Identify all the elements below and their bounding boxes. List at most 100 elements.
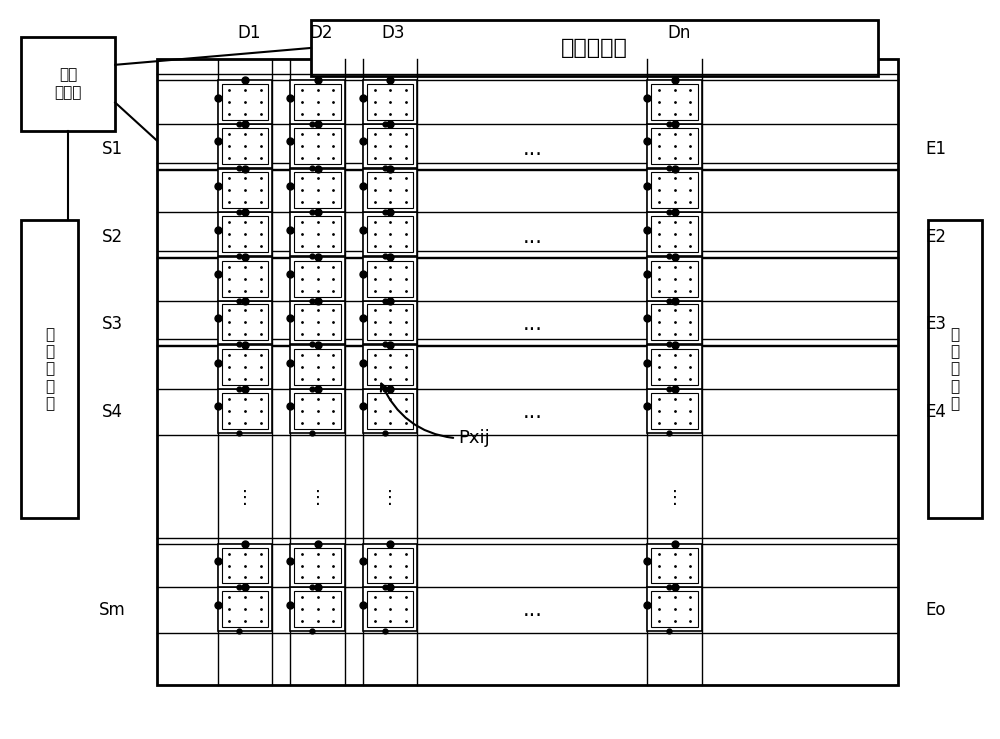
Bar <box>651 591 698 627</box>
Bar <box>218 345 272 389</box>
Text: ⋮: ⋮ <box>381 489 399 507</box>
Text: E2: E2 <box>925 228 946 246</box>
Bar <box>367 261 413 296</box>
Bar <box>647 124 702 168</box>
Bar <box>290 124 345 168</box>
Bar <box>651 128 698 163</box>
Bar <box>290 301 345 344</box>
Bar <box>363 257 417 301</box>
Bar <box>218 588 272 631</box>
Bar <box>651 261 698 296</box>
Bar <box>294 128 341 163</box>
Bar <box>647 345 702 389</box>
Text: 数据驱动器: 数据驱动器 <box>561 38 628 58</box>
Bar <box>218 124 272 168</box>
Bar <box>647 389 702 432</box>
Bar <box>218 257 272 301</box>
Bar <box>294 304 341 340</box>
Text: ⋮: ⋮ <box>236 489 254 507</box>
Bar <box>290 168 345 212</box>
Bar <box>647 257 702 301</box>
Text: Eo: Eo <box>925 602 946 619</box>
Text: ...: ... <box>522 139 542 159</box>
Bar <box>294 217 341 252</box>
Bar <box>651 84 698 120</box>
Bar <box>363 301 417 344</box>
Bar <box>367 217 413 252</box>
Bar <box>222 591 268 627</box>
Bar <box>290 345 345 389</box>
Bar <box>928 220 982 518</box>
Bar <box>294 548 341 583</box>
Text: E1: E1 <box>925 140 946 157</box>
Text: D2: D2 <box>309 24 333 41</box>
Text: Pxij: Pxij <box>381 384 490 448</box>
Bar <box>363 345 417 389</box>
Text: D1: D1 <box>238 24 261 41</box>
Bar <box>290 389 345 432</box>
Bar <box>647 212 702 256</box>
Text: 扫
描
驱
动
器: 扫 描 驱 动 器 <box>45 327 54 412</box>
Bar <box>363 212 417 256</box>
Text: S4: S4 <box>102 403 123 420</box>
Bar <box>367 591 413 627</box>
Bar <box>290 212 345 256</box>
Bar <box>294 591 341 627</box>
Bar <box>651 304 698 340</box>
Bar <box>222 128 268 163</box>
Bar <box>222 393 268 429</box>
Bar <box>157 59 898 684</box>
Bar <box>294 393 341 429</box>
Bar <box>294 349 341 385</box>
Bar <box>367 128 413 163</box>
Bar <box>222 548 268 583</box>
Text: E4: E4 <box>925 403 946 420</box>
Bar <box>651 349 698 385</box>
Bar <box>222 172 268 208</box>
Text: ...: ... <box>522 402 542 422</box>
Bar <box>367 172 413 208</box>
Text: ...: ... <box>522 227 542 247</box>
Bar <box>367 304 413 340</box>
Bar <box>294 172 341 208</box>
Bar <box>218 168 272 212</box>
Text: 发
光
驱
动
器: 发 光 驱 动 器 <box>950 327 960 412</box>
Bar <box>363 544 417 588</box>
Bar <box>21 36 115 131</box>
Bar <box>290 81 345 124</box>
Text: S1: S1 <box>102 140 123 157</box>
Bar <box>218 212 272 256</box>
Bar <box>290 257 345 301</box>
Bar <box>218 389 272 432</box>
Bar <box>222 349 268 385</box>
Text: E3: E3 <box>925 316 946 333</box>
Bar <box>222 261 268 296</box>
Bar <box>363 168 417 212</box>
Bar <box>367 548 413 583</box>
Bar <box>290 544 345 588</box>
Text: D3: D3 <box>382 24 405 41</box>
Bar <box>294 84 341 120</box>
Bar <box>218 81 272 124</box>
Text: Dn: Dn <box>667 24 691 41</box>
Bar <box>222 217 268 252</box>
Text: ...: ... <box>522 314 542 334</box>
Bar <box>363 389 417 432</box>
Bar <box>367 393 413 429</box>
Bar <box>363 81 417 124</box>
Bar <box>367 349 413 385</box>
Bar <box>294 261 341 296</box>
Bar <box>21 220 78 518</box>
Bar <box>367 84 413 120</box>
Text: 时序
控制器: 时序 控制器 <box>54 67 82 100</box>
Text: S3: S3 <box>102 316 123 333</box>
Bar <box>363 124 417 168</box>
Bar <box>651 217 698 252</box>
Text: ⋮: ⋮ <box>666 489 684 507</box>
Bar <box>363 588 417 631</box>
Bar <box>290 588 345 631</box>
Text: ⋮: ⋮ <box>309 489 327 507</box>
Bar <box>647 81 702 124</box>
Bar <box>651 548 698 583</box>
Text: ...: ... <box>522 600 542 620</box>
